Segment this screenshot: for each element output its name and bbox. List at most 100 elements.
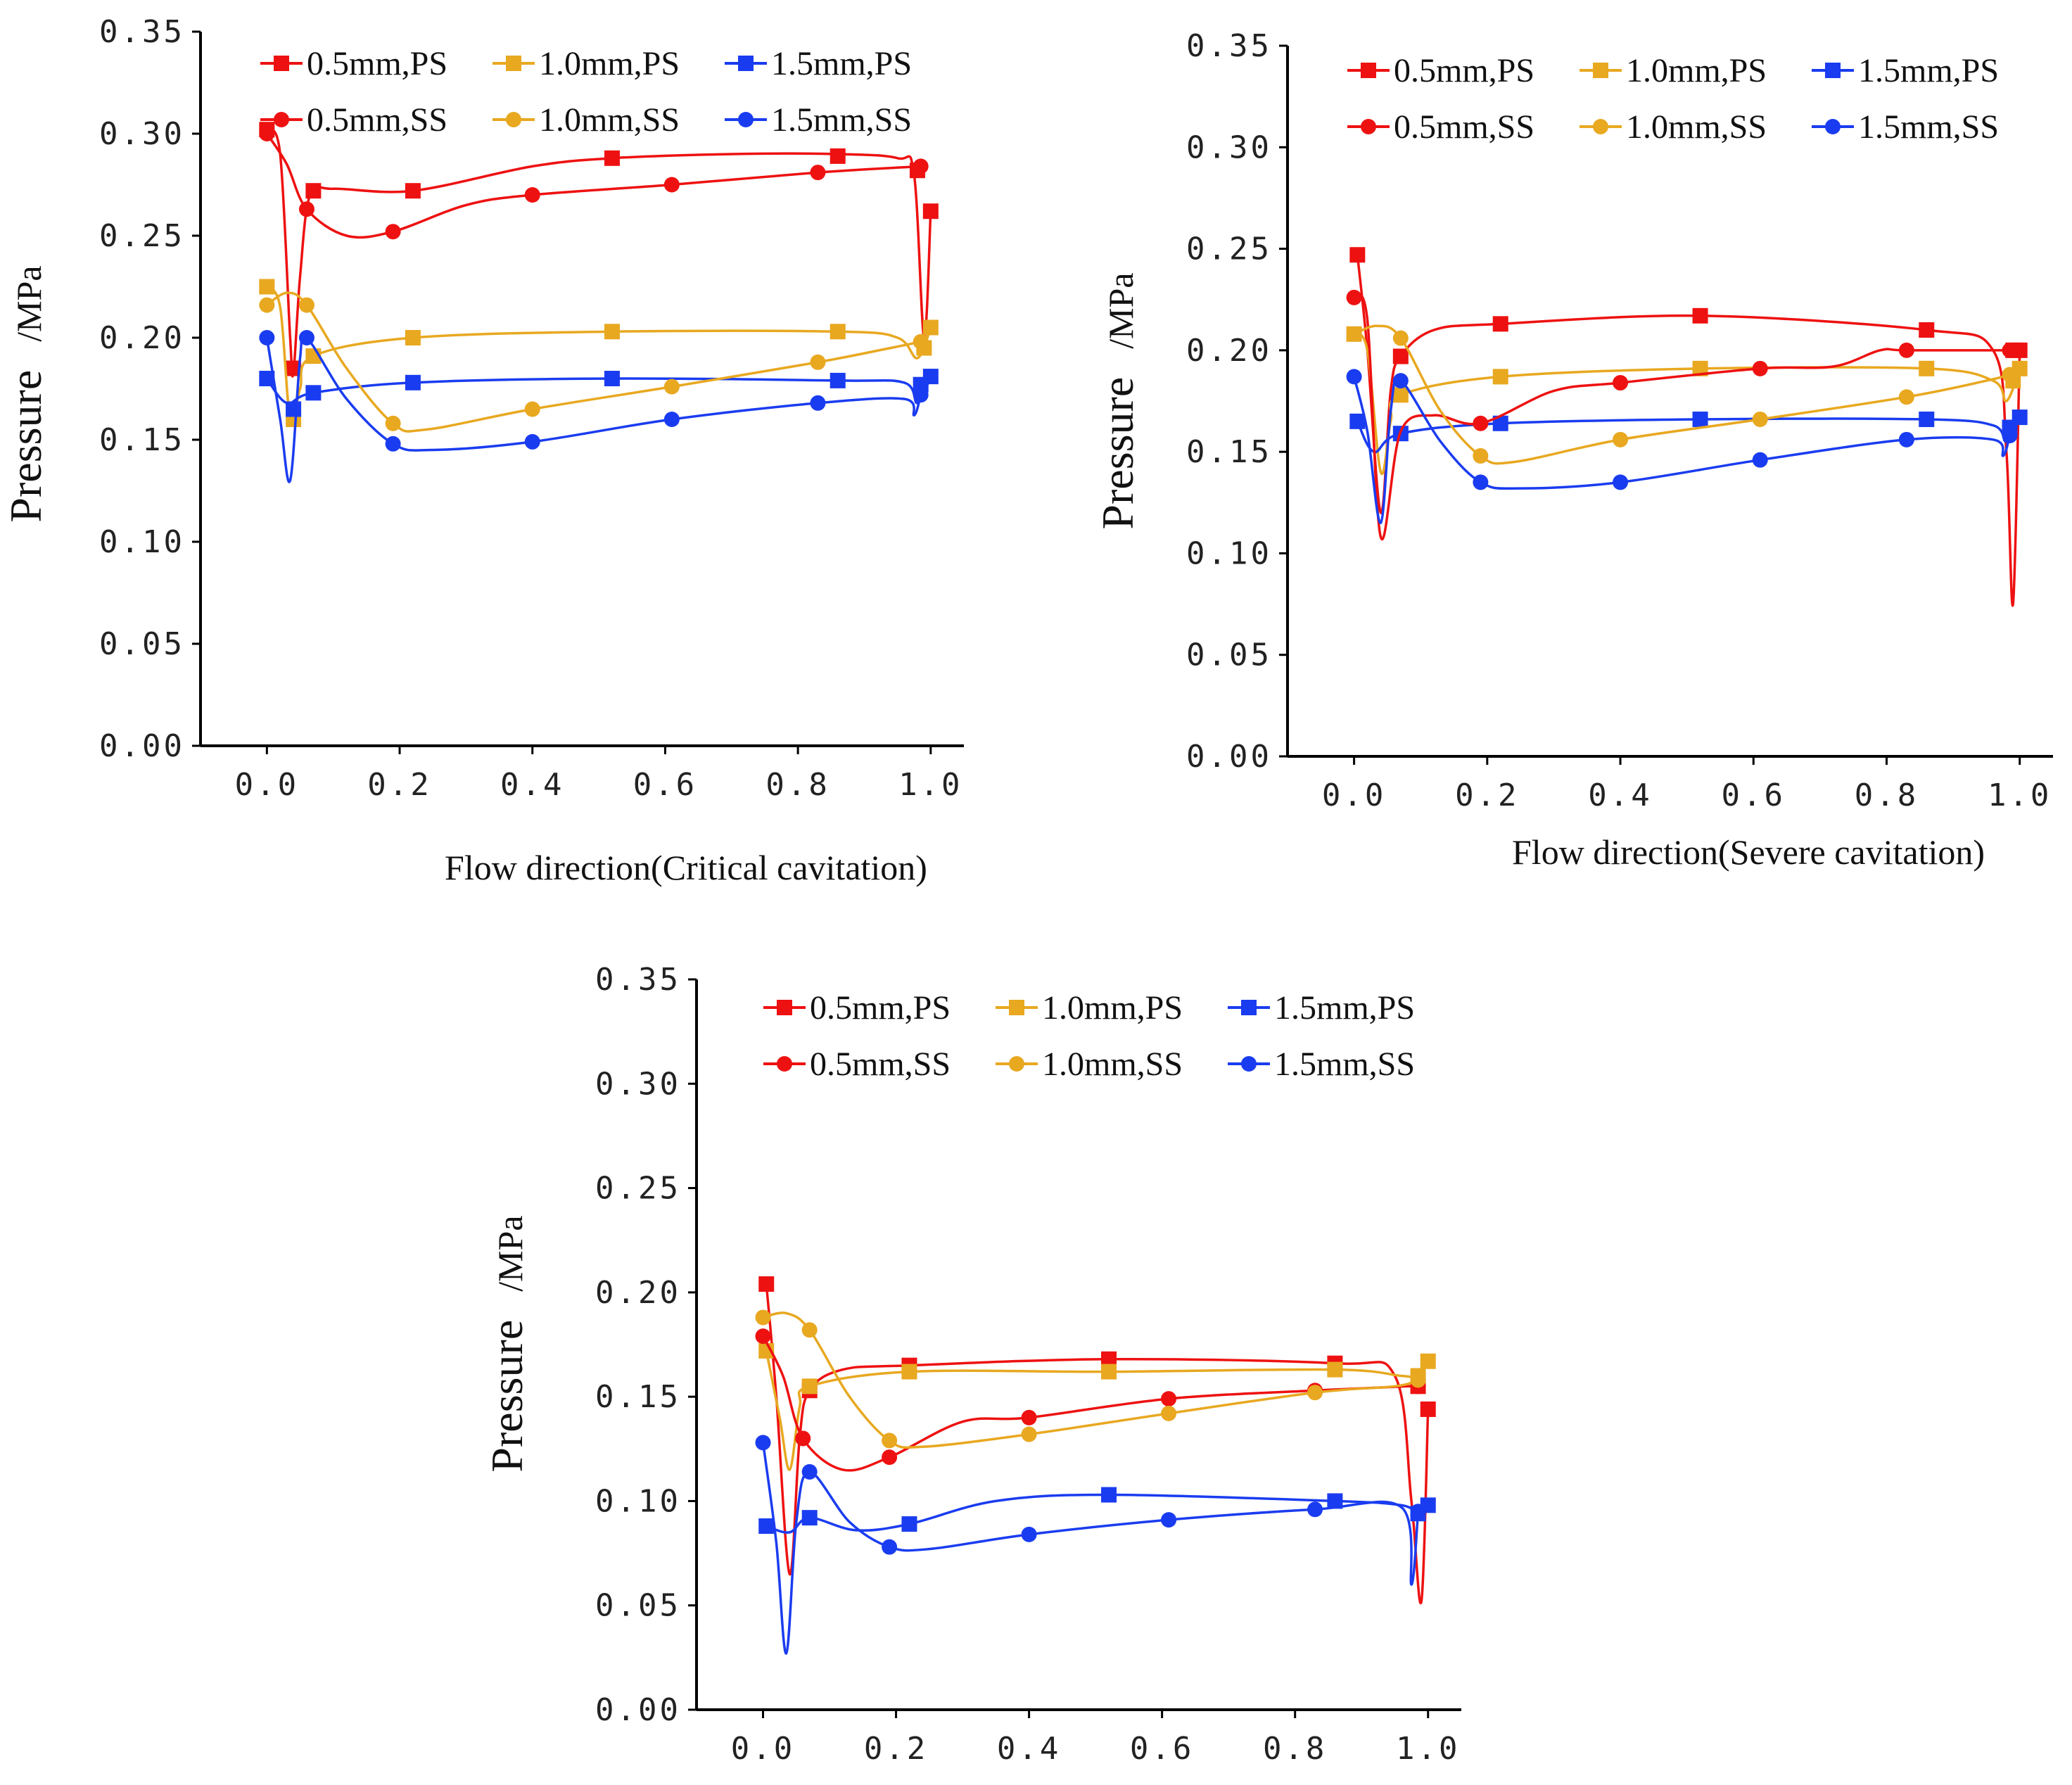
data-point [882,1449,898,1466]
data-point [405,374,421,390]
x-tick-label: 1.0 [898,767,962,803]
x-tick-label: 0.4 [1588,777,1652,813]
legend-swatch-marker [1241,1000,1257,1015]
data-point [755,1328,771,1345]
data-point [1898,389,1914,405]
data-point [830,324,846,340]
data-point [913,387,929,403]
data-point [524,433,540,450]
data-point [1898,342,1914,358]
legend-label: 1.0mm,PS [539,45,680,82]
data-point [298,330,314,345]
legend-swatch-marker [777,1000,792,1015]
legend-item: 1.5mm,SS [1228,1046,1415,1083]
data-point [1161,1405,1177,1421]
y-axis-title: Pressure/MPa [1,265,51,522]
data-point [1346,289,1362,305]
series-line [1353,293,2010,541]
data-point [1613,431,1629,447]
x-tick-label: 0.2 [864,1731,928,1767]
data-point [1101,1487,1117,1503]
data-point [1327,1361,1343,1378]
y-tick-label: 0.00 [595,1692,681,1728]
data-point [1613,474,1629,490]
legend-label: 1.5mm,SS [771,101,912,139]
data-point [1346,326,1362,342]
y-tick-label: 0.15 [1186,434,1272,470]
legend-item: 1.5mm,SS [725,101,912,139]
y-tick-label: 0.05 [595,1588,681,1624]
data-point [882,1539,898,1555]
legend-label: 1.5mm,SS [1274,1046,1415,1083]
data-point [801,1463,818,1480]
data-point [1392,330,1409,346]
legend-label: 1.5mm,PS [1274,989,1415,1027]
data-point [922,203,939,220]
y-tick-label: 0.05 [1186,637,1272,673]
data-point [830,148,846,164]
data-point [405,330,421,345]
data-point [913,334,929,350]
legend-swatch-marker [777,1056,792,1072]
data-point [801,1510,818,1526]
series-1-5mm-ss [755,1435,1426,1655]
data-point [1101,1364,1117,1380]
data-point [1473,447,1489,464]
legend-label: 0.5mm,PS [810,989,951,1027]
x-tick-label: 0.0 [235,767,299,803]
data-point [1101,1351,1117,1367]
legend-label: 0.5mm,PS [1394,52,1534,89]
legend-label: 1.5mm,SS [1858,108,1999,146]
y-tick-label: 0.00 [1186,739,1272,775]
data-point [1473,415,1489,431]
data-point [1692,307,1708,324]
y-axis-title-unit: /MPa [1101,272,1140,348]
legend-item: 0.5mm,PS [763,989,951,1027]
data-point [801,1378,818,1395]
legend-swatch-marker [1241,1056,1257,1072]
legend-label: 1.5mm,PS [771,45,912,82]
data-point [882,1433,898,1449]
y-axis-title-unit: /MPa [490,1215,530,1291]
legend-item: 0.5mm,PS [260,45,447,82]
data-point [259,297,275,313]
legend-swatch-marker [1361,63,1376,78]
data-point [2002,342,2018,358]
data-point [298,201,314,217]
data-point [259,126,275,141]
data-point [385,436,401,452]
series-1-0mm-ss [1346,324,2018,465]
legend-swatch-marker [274,56,289,71]
y-axis-title: Pressure/MPa [482,1215,532,1472]
legend-item: 1.5mm,SS [1812,108,1999,146]
y-tick-label: 0.15 [595,1379,681,1415]
data-point [1021,1426,1037,1442]
y-axis-title-unit: /MPa [9,265,49,341]
legend-label: 0.5mm,SS [307,101,447,139]
data-point [1021,1409,1037,1425]
x-tick-label: 0.4 [500,767,564,803]
y-tick-label: 0.25 [99,218,185,254]
series-line [761,1335,1420,1472]
series-line [265,333,922,483]
data-point [1346,369,1362,385]
data-point [259,279,275,295]
y-tick-label: 0.35 [99,14,185,50]
y-axis-title-main: Pressure [1,370,51,523]
series-1-5mm-ss [259,330,929,483]
data-point [1392,387,1409,403]
y-tick-label: 0.35 [595,962,681,998]
x-tick-label: 0.4 [997,1731,1061,1767]
data-point [405,183,421,199]
data-point [1492,415,1508,431]
series-line [265,128,932,378]
x-tick-label: 0.2 [367,767,431,803]
data-point [1473,474,1489,490]
legend-item: 0.5mm,SS [763,1046,951,1083]
y-tick-label: 0.10 [595,1483,681,1519]
data-point [1898,431,1914,447]
legend-swatch-marker [1825,63,1841,78]
series-1-5mm-ps [259,369,939,417]
data-point [830,372,846,388]
data-point [1420,1353,1436,1369]
